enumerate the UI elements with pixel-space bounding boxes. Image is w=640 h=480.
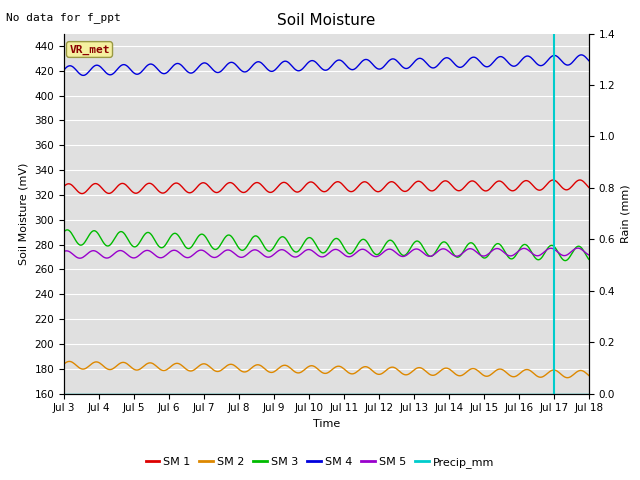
SM 4 bbox=[585, 58, 593, 63]
SM 3 bbox=[562, 258, 570, 264]
SM 5 bbox=[60, 249, 68, 254]
SM 5 bbox=[310, 250, 318, 255]
Y-axis label: Soil Moisture (mV): Soil Moisture (mV) bbox=[19, 162, 29, 265]
SM 3 bbox=[314, 244, 321, 250]
SM 1 bbox=[573, 178, 581, 184]
X-axis label: Time: Time bbox=[313, 419, 340, 429]
SM 4 bbox=[79, 72, 87, 78]
SM 4 bbox=[310, 58, 318, 64]
SM 5 bbox=[573, 245, 581, 251]
Line: SM 5: SM 5 bbox=[64, 248, 589, 258]
SM 3 bbox=[63, 227, 71, 233]
SM 2 bbox=[345, 370, 353, 376]
SM 2 bbox=[374, 371, 381, 377]
SM 2 bbox=[60, 361, 68, 367]
SM 2 bbox=[492, 368, 499, 374]
SM 3 bbox=[492, 242, 499, 248]
SM 4 bbox=[345, 65, 353, 71]
SM 1 bbox=[577, 177, 584, 183]
SM 4 bbox=[374, 66, 381, 72]
Legend: SM 1, SM 2, SM 3, SM 4, SM 5, Precip_mm: SM 1, SM 2, SM 3, SM 4, SM 5, Precip_mm bbox=[141, 452, 499, 472]
Line: SM 1: SM 1 bbox=[64, 180, 589, 193]
SM 3 bbox=[345, 251, 353, 256]
SM 1 bbox=[345, 188, 353, 194]
Line: SM 2: SM 2 bbox=[64, 361, 589, 378]
SM 2 bbox=[65, 359, 73, 364]
Text: No data for f_ppt: No data for f_ppt bbox=[6, 12, 121, 23]
Title: Soil Moisture: Soil Moisture bbox=[277, 13, 376, 28]
SM 4 bbox=[314, 61, 321, 67]
SM 1 bbox=[310, 180, 318, 186]
SM 5 bbox=[492, 246, 499, 252]
SM 1 bbox=[492, 180, 499, 186]
Line: SM 4: SM 4 bbox=[64, 55, 589, 75]
SM 4 bbox=[573, 54, 581, 60]
SM 4 bbox=[577, 52, 585, 58]
SM 1 bbox=[78, 191, 86, 196]
Y-axis label: Rain (mm): Rain (mm) bbox=[621, 184, 630, 243]
SM 5 bbox=[76, 255, 84, 261]
SM 5 bbox=[374, 253, 381, 259]
SM 2 bbox=[314, 366, 321, 372]
Line: SM 3: SM 3 bbox=[64, 230, 589, 261]
SM 1 bbox=[60, 183, 68, 189]
SM 1 bbox=[314, 184, 321, 190]
SM 5 bbox=[314, 252, 321, 258]
Text: VR_met: VR_met bbox=[69, 44, 109, 55]
SM 1 bbox=[585, 184, 593, 190]
SM 3 bbox=[60, 229, 68, 235]
SM 3 bbox=[585, 256, 593, 262]
SM 5 bbox=[585, 252, 593, 258]
SM 1 bbox=[374, 189, 381, 194]
SM 4 bbox=[60, 67, 68, 73]
SM 5 bbox=[575, 245, 582, 251]
SM 2 bbox=[310, 363, 318, 369]
SM 3 bbox=[374, 252, 381, 257]
SM 4 bbox=[492, 57, 499, 63]
SM 2 bbox=[585, 372, 593, 378]
SM 3 bbox=[310, 239, 318, 245]
SM 5 bbox=[345, 254, 353, 260]
SM 2 bbox=[564, 375, 572, 381]
SM 3 bbox=[575, 243, 582, 249]
SM 2 bbox=[575, 368, 582, 374]
